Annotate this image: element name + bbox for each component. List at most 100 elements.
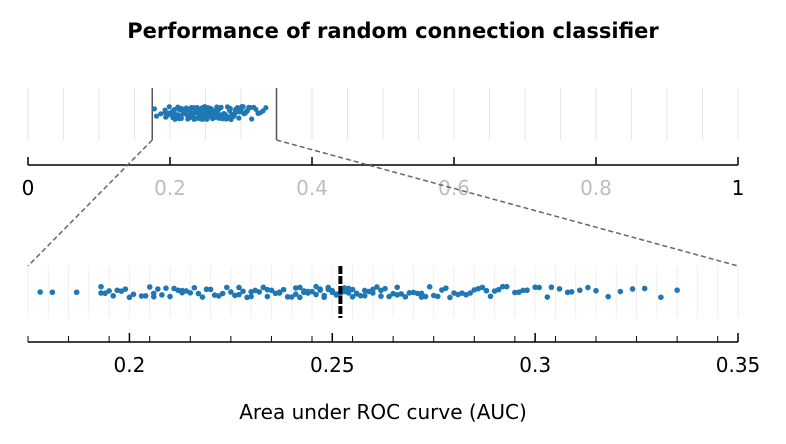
overview-data-point	[240, 104, 246, 110]
detail-data-point	[163, 285, 169, 292]
zoom-connector-right	[276, 139, 739, 267]
detail-data-point	[203, 286, 210, 293]
chart-title: Performance of random connection classif…	[127, 19, 659, 43]
overview-data-point	[263, 105, 269, 111]
detail-data-point	[49, 289, 56, 296]
detail-data-point	[73, 289, 80, 296]
detail-data-point	[512, 289, 518, 296]
detail-data-point	[260, 284, 267, 291]
overview-data-point	[178, 115, 184, 121]
detail-data-point	[313, 291, 319, 298]
detail-data-point	[98, 283, 104, 290]
detail-data-point	[215, 293, 222, 299]
detail-data-point	[268, 287, 275, 294]
detail-data-point	[357, 292, 364, 299]
detail-data-point	[102, 290, 108, 297]
overview-data-point	[151, 106, 157, 112]
detail-data-point	[199, 294, 206, 300]
detail-data-point	[406, 290, 413, 296]
detail-data-point	[422, 293, 429, 300]
detail-data-point	[309, 288, 315, 295]
detail-data-point	[155, 286, 161, 292]
overview-ticks: 0 0.2 0.4 0.6 0.8 1	[22, 157, 744, 200]
detail-data-point	[414, 290, 421, 297]
detail-data-point	[288, 294, 295, 300]
zoom-connectors	[27, 139, 739, 267]
detail-data-point	[524, 287, 530, 294]
detail-data-point	[276, 289, 283, 295]
detail-data-point	[325, 284, 332, 291]
detail-data-point	[593, 287, 599, 294]
detail-data-point	[544, 294, 551, 300]
detail-data-point	[568, 289, 575, 295]
overview-data-point	[166, 104, 172, 110]
detail-tick-label: 0.2	[114, 353, 146, 377]
detail-data-point	[629, 286, 636, 292]
detail-data-point	[487, 293, 494, 300]
detail-data-point	[548, 284, 555, 291]
detail-data-point	[284, 294, 291, 300]
detail-data-point	[443, 285, 449, 291]
detail-data-point	[349, 293, 356, 300]
detail-data-point	[228, 289, 234, 295]
detail-data-point	[479, 284, 486, 291]
detail-data-point	[264, 293, 271, 300]
overview-tick-label: 0.2	[154, 176, 186, 200]
detail-data-point	[374, 284, 380, 290]
x-axis-label: Area under ROC curve (AUC)	[239, 400, 527, 424]
detail-data-point	[179, 287, 185, 294]
detail-data-point	[345, 290, 352, 296]
zoom-connector-left	[27, 139, 153, 267]
overview-data-point	[153, 113, 160, 119]
detail-data-point	[175, 287, 181, 294]
overview-data-point	[236, 115, 242, 121]
detail-data-point	[236, 291, 242, 298]
detail-tick-label: 0.25	[310, 353, 355, 377]
detail-data-point	[447, 294, 453, 301]
detail-data-point	[224, 284, 230, 291]
detail-data-point	[167, 293, 173, 300]
detail-data-point	[402, 294, 409, 300]
detail-data-point	[499, 283, 506, 290]
overview-gridlines	[27, 88, 739, 140]
detail-data-point	[503, 283, 510, 290]
detail-data-point	[426, 284, 433, 290]
detail-data-point	[532, 284, 538, 291]
overview-points	[151, 103, 269, 123]
detail-data-point	[219, 290, 226, 297]
detail-data-point	[361, 292, 368, 299]
detail-data-point	[187, 289, 194, 296]
overview-data-point	[218, 104, 224, 110]
detail-data-point	[394, 284, 401, 291]
detail-data-point	[329, 287, 336, 294]
detail-data-point	[240, 288, 246, 295]
detail-data-point	[370, 290, 376, 296]
detail-data-point	[146, 284, 153, 290]
detail-data-point	[138, 293, 145, 299]
detail-data-point	[564, 289, 571, 296]
overview-data-point	[158, 111, 164, 117]
detail-data-point	[378, 293, 384, 299]
overview-data-point	[227, 105, 233, 112]
detail-data-point	[585, 284, 591, 291]
detail-data-point	[248, 293, 254, 300]
detail-data-point	[110, 293, 116, 299]
overview-panel: 0 0.2 0.4 0.6 0.8 1	[22, 88, 744, 200]
detail-data-point	[605, 293, 611, 300]
detail-data-point	[297, 294, 303, 301]
overview-zoom-box	[151, 88, 278, 140]
detail-data-point	[658, 294, 664, 301]
detail-data-point	[617, 288, 624, 295]
detail-data-point	[520, 287, 526, 294]
detail-data-point	[236, 284, 242, 291]
detail-tick-label: 0.35	[716, 353, 761, 377]
detail-data-point	[321, 294, 327, 301]
detail-data-point	[292, 291, 299, 297]
detail-data-point	[159, 292, 165, 298]
detail-data-point	[297, 284, 303, 291]
overview-tick-label: 0.4	[296, 176, 328, 200]
overview-tick-label: 0.6	[438, 176, 470, 200]
detail-data-point	[150, 293, 157, 300]
detail-data-point	[142, 293, 149, 299]
